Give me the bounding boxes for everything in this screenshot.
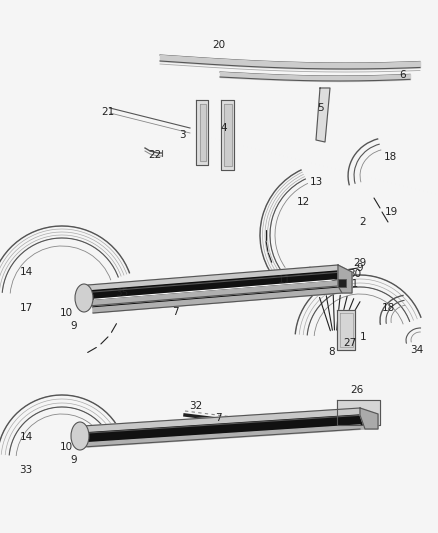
Polygon shape [196, 100, 208, 165]
Text: 27: 27 [343, 338, 357, 348]
Text: 20: 20 [212, 40, 226, 50]
Text: 21: 21 [101, 107, 115, 117]
Polygon shape [83, 425, 365, 447]
Polygon shape [360, 408, 378, 429]
Text: 7: 7 [215, 413, 221, 423]
Text: 14: 14 [19, 432, 32, 442]
Text: 11: 11 [277, 275, 291, 285]
Text: 26: 26 [350, 385, 364, 395]
Polygon shape [88, 265, 342, 298]
Text: 7: 7 [172, 307, 178, 317]
Polygon shape [221, 100, 234, 170]
Text: 8: 8 [328, 347, 336, 357]
Text: 35: 35 [115, 288, 129, 298]
Bar [338, 279, 346, 287]
Polygon shape [200, 104, 206, 161]
Text: 19: 19 [385, 207, 398, 217]
Text: 5: 5 [318, 103, 324, 113]
Ellipse shape [71, 422, 89, 450]
Text: 10: 10 [60, 308, 73, 318]
Text: 17: 17 [19, 303, 32, 313]
Polygon shape [338, 265, 352, 293]
Text: 9: 9 [71, 455, 78, 465]
Text: 10: 10 [60, 442, 73, 452]
Text: 12: 12 [297, 197, 310, 207]
Ellipse shape [75, 284, 93, 312]
Text: 34: 34 [410, 345, 424, 355]
Polygon shape [224, 104, 232, 166]
Polygon shape [88, 271, 342, 308]
Text: 2: 2 [360, 217, 366, 227]
Text: 9: 9 [71, 321, 78, 331]
Text: 13: 13 [309, 177, 323, 187]
Polygon shape [316, 88, 330, 142]
Polygon shape [83, 415, 365, 443]
Text: 1: 1 [360, 332, 366, 342]
Polygon shape [88, 281, 342, 313]
Text: 18: 18 [383, 152, 397, 162]
Text: 18: 18 [381, 303, 395, 313]
Text: 6: 6 [400, 70, 406, 80]
Text: 32: 32 [189, 401, 203, 411]
Text: 29: 29 [353, 258, 367, 268]
Text: 9: 9 [357, 263, 363, 273]
Text: 30: 30 [349, 269, 361, 279]
Polygon shape [337, 310, 355, 350]
Text: 14: 14 [19, 267, 32, 277]
Text: 3: 3 [179, 130, 185, 140]
Polygon shape [83, 408, 365, 433]
Text: 33: 33 [19, 465, 32, 475]
Text: 4: 4 [221, 123, 227, 133]
Text: 31: 31 [346, 279, 359, 289]
Text: 22: 22 [148, 150, 162, 160]
Polygon shape [337, 400, 380, 425]
